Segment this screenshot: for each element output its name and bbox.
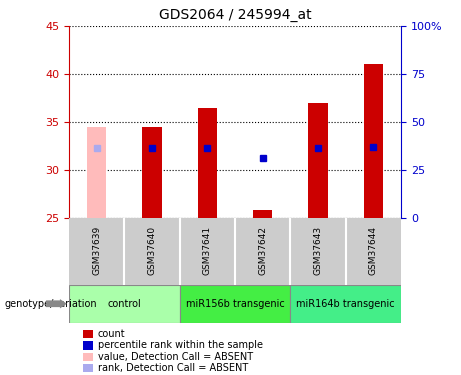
Bar [290,285,401,322]
Bar [87,127,106,218]
Text: percentile rank within the sample: percentile rank within the sample [98,340,263,350]
Text: rank, Detection Call = ABSENT: rank, Detection Call = ABSENT [98,363,248,373]
Bar [198,108,217,217]
Bar [308,103,328,218]
Text: GSM37639: GSM37639 [92,226,101,275]
Text: GSM37642: GSM37642 [258,226,267,274]
Bar [364,63,383,217]
Text: GSM37644: GSM37644 [369,226,378,274]
Text: miR156b transgenic: miR156b transgenic [186,299,284,309]
Text: count: count [98,329,125,339]
Text: GSM37641: GSM37641 [203,226,212,275]
Text: genotype/variation: genotype/variation [5,299,97,309]
Bar [142,127,162,218]
Text: GSM37640: GSM37640 [148,226,157,275]
Bar [69,285,180,322]
Text: miR164b transgenic: miR164b transgenic [296,299,395,309]
Text: GSM37643: GSM37643 [313,226,323,275]
Bar [180,285,290,322]
Title: GDS2064 / 245994_at: GDS2064 / 245994_at [159,9,312,22]
Text: control: control [107,299,142,309]
Bar [253,210,272,218]
Text: value, Detection Call = ABSENT: value, Detection Call = ABSENT [98,352,253,362]
